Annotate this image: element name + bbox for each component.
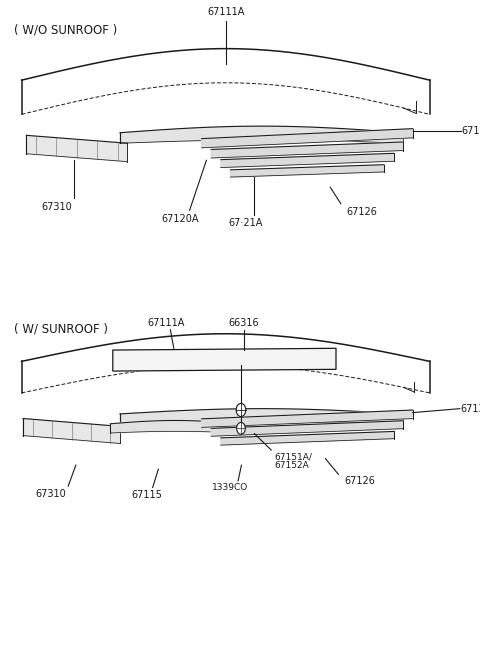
Text: 67115: 67115: [131, 490, 162, 500]
Polygon shape: [230, 165, 384, 177]
Polygon shape: [211, 420, 403, 436]
Text: 67310: 67310: [35, 489, 66, 499]
Polygon shape: [221, 153, 394, 168]
Text: 67152A: 67152A: [275, 461, 309, 470]
Text: 67·21A: 67·21A: [228, 218, 263, 228]
Text: ( W/O SUNROOF ): ( W/O SUNROOF ): [14, 23, 118, 36]
Text: 1339CO: 1339CO: [212, 483, 249, 492]
Text: ( W/ SUNROOF ): ( W/ SUNROOF ): [14, 322, 108, 335]
Polygon shape: [110, 420, 240, 433]
Text: 67111A: 67111A: [207, 7, 244, 17]
Text: 67130: 67130: [461, 403, 480, 414]
Text: 66316: 66316: [228, 319, 259, 328]
Polygon shape: [22, 334, 430, 393]
Text: 67111A: 67111A: [147, 319, 184, 328]
Polygon shape: [120, 409, 403, 424]
Text: 67126: 67126: [347, 207, 377, 217]
Text: 67310: 67310: [41, 202, 72, 212]
Polygon shape: [23, 419, 120, 443]
Text: 67120A: 67120A: [161, 214, 199, 223]
Polygon shape: [202, 129, 413, 148]
Circle shape: [236, 403, 246, 417]
Polygon shape: [211, 142, 403, 158]
Polygon shape: [221, 432, 394, 445]
Text: 67126: 67126: [345, 476, 375, 486]
Polygon shape: [120, 126, 403, 143]
Polygon shape: [202, 410, 413, 428]
Polygon shape: [113, 348, 336, 371]
Polygon shape: [26, 135, 127, 162]
Circle shape: [237, 422, 245, 434]
Text: 67151A/: 67151A/: [275, 452, 312, 461]
Text: 67130: 67130: [462, 126, 480, 137]
Polygon shape: [22, 49, 430, 114]
